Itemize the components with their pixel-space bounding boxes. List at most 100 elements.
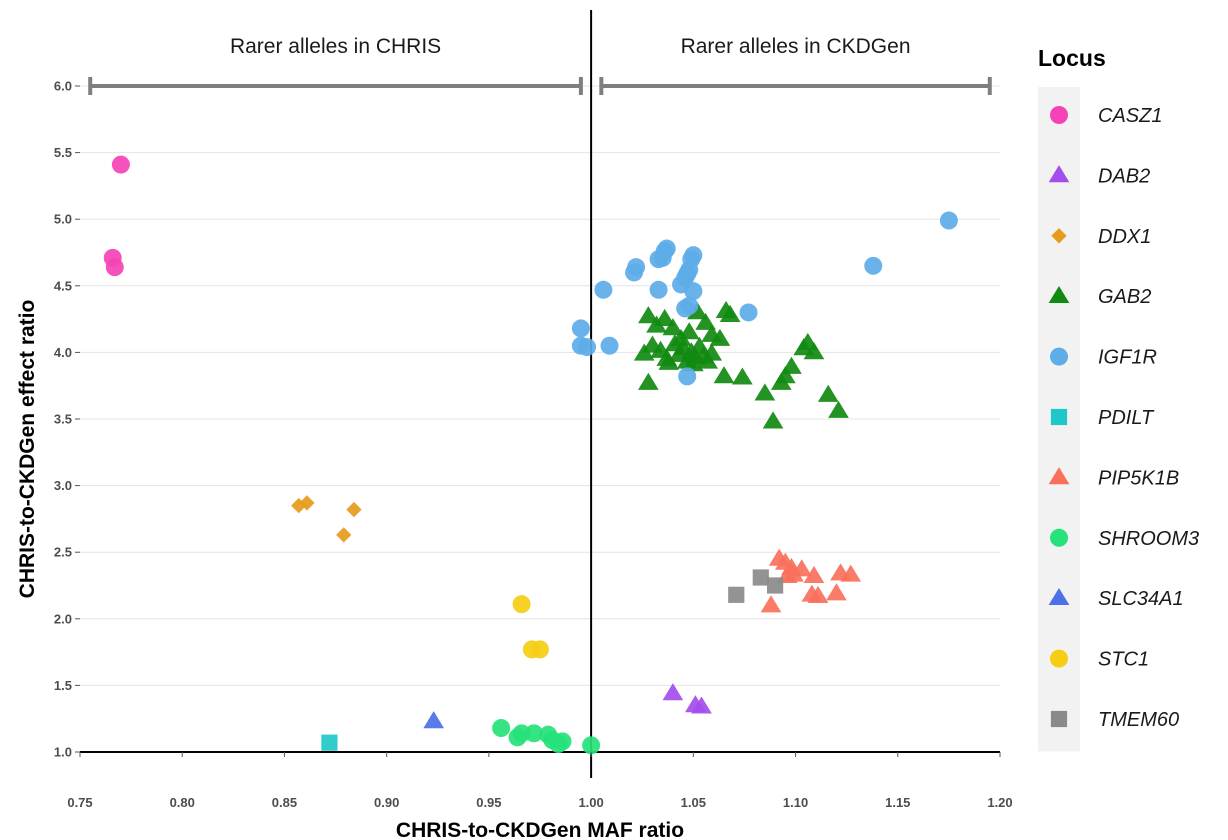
- legend-label: TMEM60: [1098, 709, 1179, 731]
- data-point: [840, 564, 862, 582]
- legend-label: GAB2: [1098, 286, 1151, 308]
- legend: Locus CASZ1 DAB2 DDX1 GAB2 IGF1R PDILT PIP5K1B…: [1038, 45, 1199, 752]
- data-point: [582, 736, 601, 755]
- data-point: [571, 319, 590, 338]
- data-point: [654, 308, 676, 326]
- data-point: [803, 342, 825, 360]
- legend-key-circle: [1050, 106, 1068, 124]
- data-point: [684, 246, 703, 265]
- data-points: [103, 155, 958, 755]
- data-point: [649, 280, 668, 299]
- data-point: [111, 155, 130, 174]
- legend-title: Locus: [1038, 45, 1106, 71]
- data-point: [105, 258, 124, 277]
- legend-label: CASZ1: [1098, 105, 1162, 127]
- region-brackets: Rarer alleles in CHRIS Rarer alleles in C…: [88, 35, 992, 95]
- y-tick-label: 4.5: [54, 278, 72, 293]
- y-axis-ticks: 1.0 1.5 2.0 2.5 3.0 3.5 4.0 4.5 5.0 5.5 6.0: [54, 79, 80, 760]
- data-point: [752, 569, 769, 586]
- x-tick-label: 1.20: [987, 795, 1012, 810]
- data-point: [657, 239, 676, 258]
- data-point: [739, 303, 758, 322]
- data-point: [709, 328, 731, 346]
- data-point: [754, 383, 776, 401]
- data-point: [680, 260, 699, 279]
- data-point: [719, 304, 741, 322]
- legend-key-square: [1050, 710, 1068, 728]
- data-point: [680, 296, 699, 315]
- data-point: [728, 586, 745, 603]
- data-point: [524, 724, 543, 743]
- data-point: [713, 366, 735, 384]
- legend-label: PIP5K1B: [1098, 467, 1179, 489]
- data-point: [678, 367, 697, 386]
- data-point: [732, 367, 753, 385]
- data-point: [767, 577, 784, 594]
- data-point: [336, 527, 352, 543]
- data-point: [684, 282, 703, 301]
- y-tick-label: 2.5: [54, 545, 72, 560]
- data-point: [531, 640, 549, 659]
- data-point: [783, 564, 804, 582]
- legend-key-triangle: [1048, 467, 1070, 485]
- legend-key-circle: [1050, 649, 1068, 668]
- legend-label: SHROOM3: [1098, 528, 1199, 550]
- x-tick-label: 1.10: [783, 795, 808, 810]
- y-tick-label: 1.5: [54, 678, 72, 693]
- x-tick-label: 1.15: [885, 795, 910, 810]
- x-tick-label: 0.75: [67, 795, 92, 810]
- region-label: Rarer alleles in CKDGen: [681, 35, 911, 58]
- data-point: [803, 565, 825, 584]
- x-tick-label: 1.00: [578, 795, 603, 810]
- x-axis-ticks: 0.75 0.80 0.85 0.90 0.95 1.00 1.05 1.10 1.15 1.20: [67, 752, 1013, 810]
- y-tick-label: 3.5: [54, 412, 72, 427]
- legend-label: DDX1: [1098, 226, 1151, 248]
- data-point: [682, 354, 704, 372]
- legend-key-triangle: [1048, 587, 1070, 606]
- y-tick-label: 2.0: [54, 611, 72, 626]
- data-point: [553, 732, 572, 751]
- reference-lines: [80, 10, 1000, 778]
- data-point: [701, 343, 723, 361]
- data-point: [826, 583, 847, 601]
- legend-label: DAB2: [1098, 165, 1150, 187]
- region-label: Rarer alleles in CHRIS: [230, 35, 441, 58]
- data-point: [662, 683, 684, 701]
- data-point: [939, 211, 958, 230]
- legend-label: SLC34A1: [1098, 588, 1184, 610]
- data-point: [695, 312, 716, 330]
- y-tick-label: 3.0: [54, 478, 72, 493]
- y-tick-label: 4.0: [54, 345, 72, 360]
- x-axis-title: CHRIS-to-CKDGen MAF ratio: [396, 819, 684, 840]
- data-point: [807, 585, 829, 603]
- data-point: [762, 411, 784, 429]
- legend-key-square: [1050, 408, 1068, 426]
- data-point: [658, 352, 680, 370]
- legend-label: STC1: [1098, 649, 1149, 671]
- data-point: [299, 495, 315, 511]
- y-axis-title: CHRIS-to-CKDGen effect ratio: [16, 300, 39, 599]
- legend-key-triangle: [1048, 165, 1070, 183]
- data-point: [781, 356, 802, 374]
- data-point: [423, 711, 445, 729]
- data-point: [817, 384, 839, 402]
- x-tick-label: 1.05: [681, 795, 706, 810]
- data-point: [638, 372, 659, 390]
- x-tick-label: 0.85: [272, 795, 297, 810]
- data-point: [864, 256, 883, 275]
- data-point: [774, 366, 796, 384]
- data-point: [627, 258, 646, 277]
- data-point: [662, 318, 684, 336]
- legend-key-triangle: [1048, 285, 1070, 304]
- data-point: [760, 595, 782, 613]
- data-point: [828, 400, 849, 418]
- data-point: [678, 322, 700, 340]
- data-point: [346, 501, 362, 518]
- data-point: [492, 719, 511, 738]
- x-tick-label: 0.95: [476, 795, 501, 810]
- data-point: [687, 302, 708, 320]
- legend-key-circle: [1050, 528, 1068, 547]
- legend-label: IGF1R: [1098, 347, 1157, 369]
- legend-label: PDILT: [1098, 407, 1155, 429]
